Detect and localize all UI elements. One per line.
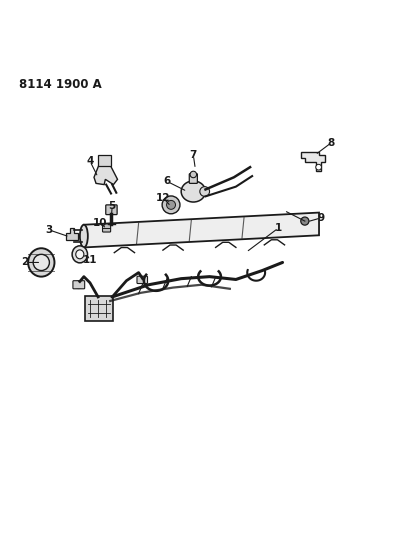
FancyBboxPatch shape	[106, 205, 117, 215]
Circle shape	[162, 196, 180, 214]
Polygon shape	[67, 228, 78, 240]
Text: 2: 2	[21, 257, 29, 268]
Circle shape	[200, 187, 210, 196]
Circle shape	[316, 164, 321, 170]
Text: 3: 3	[46, 225, 53, 235]
Ellipse shape	[72, 246, 88, 263]
Text: 5: 5	[109, 201, 116, 211]
FancyBboxPatch shape	[85, 296, 113, 321]
Polygon shape	[301, 152, 325, 171]
Text: 9: 9	[317, 213, 325, 223]
Ellipse shape	[74, 281, 83, 288]
Circle shape	[190, 171, 196, 177]
Ellipse shape	[76, 250, 84, 259]
Text: 7: 7	[189, 150, 197, 160]
Text: 11: 11	[83, 255, 97, 265]
Ellipse shape	[181, 181, 206, 202]
Text: 12: 12	[156, 192, 170, 203]
FancyBboxPatch shape	[189, 174, 197, 183]
Ellipse shape	[28, 248, 55, 277]
Polygon shape	[94, 159, 118, 184]
Text: 8: 8	[328, 138, 335, 148]
Ellipse shape	[33, 254, 49, 271]
Ellipse shape	[139, 277, 147, 283]
FancyBboxPatch shape	[102, 224, 111, 232]
Polygon shape	[84, 213, 319, 247]
Circle shape	[166, 200, 175, 209]
Text: 4: 4	[86, 156, 94, 166]
Text: 8114 1900 A: 8114 1900 A	[19, 78, 102, 91]
Circle shape	[301, 217, 309, 225]
Text: 10: 10	[93, 217, 107, 228]
Text: 6: 6	[163, 176, 171, 187]
FancyBboxPatch shape	[137, 276, 148, 284]
Text: 1: 1	[275, 223, 282, 233]
FancyBboxPatch shape	[98, 156, 111, 166]
Ellipse shape	[80, 225, 88, 247]
FancyBboxPatch shape	[73, 281, 85, 289]
